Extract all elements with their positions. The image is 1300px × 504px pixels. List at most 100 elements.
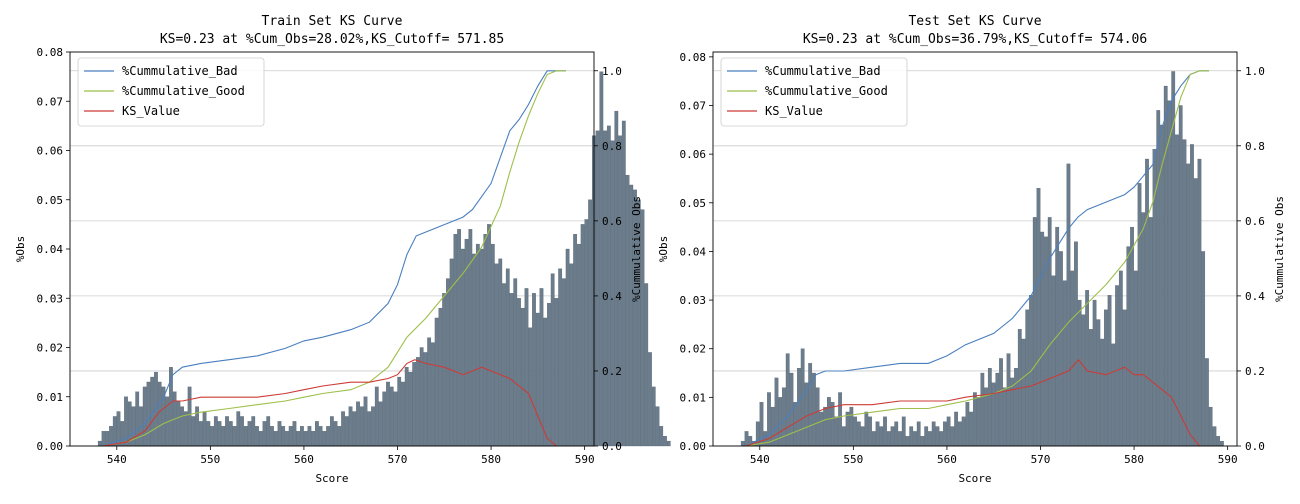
x-tick-label: 540 <box>750 453 770 466</box>
histogram-bar <box>648 352 652 447</box>
histogram-bar <box>939 431 944 447</box>
histogram-bar <box>1178 105 1183 447</box>
histogram-bar <box>412 362 417 447</box>
histogram-bar <box>292 421 297 447</box>
histogram-bar <box>954 411 959 447</box>
histogram-bar <box>333 421 338 447</box>
histogram-bar <box>374 386 379 447</box>
histogram-bar <box>1100 338 1104 447</box>
histogram-bar <box>924 426 929 447</box>
histogram-bar <box>176 401 181 447</box>
y-tick-label: 0.01 <box>680 391 707 404</box>
histogram-bar <box>251 416 256 447</box>
histogram-bar <box>273 431 278 447</box>
histogram-bar <box>1212 426 1217 447</box>
histogram-bar <box>479 248 484 447</box>
histogram-bar <box>558 268 563 447</box>
histogram-bar <box>431 342 435 447</box>
histogram-bar <box>853 416 857 447</box>
histogram-bar <box>359 406 364 447</box>
histogram-bar <box>1107 295 1112 447</box>
histogram-bar <box>618 135 622 447</box>
histogram-bar <box>838 392 842 447</box>
histogram-bar <box>569 263 574 447</box>
histogram-bar <box>307 426 312 447</box>
histogram-bar <box>97 440 102 447</box>
histogram-bar <box>958 421 962 447</box>
histogram-bar <box>625 174 630 447</box>
histogram-bar <box>535 312 540 447</box>
histogram-bar <box>562 278 566 447</box>
histogram-bar <box>580 224 585 447</box>
histogram-bar <box>1190 144 1194 447</box>
chart-title: Train Set KS Curve <box>262 14 403 29</box>
histogram-bar <box>995 372 1000 447</box>
histogram-bar <box>644 283 649 447</box>
histogram-bar <box>213 416 218 447</box>
histogram-bar <box>184 411 188 447</box>
histogram-bar <box>588 199 592 447</box>
histogram-bar <box>666 440 671 447</box>
y2-tick-label: 0.8 <box>1245 140 1265 153</box>
histogram-bar <box>389 386 394 447</box>
histogram-bar <box>595 130 600 447</box>
histogram-bar <box>886 431 891 447</box>
histogram-bar <box>1118 270 1123 447</box>
histogram-bar <box>763 431 768 447</box>
histogram-bar <box>969 411 973 447</box>
histogram-bar <box>524 288 529 447</box>
y-tick-label: 0.01 <box>37 391 64 404</box>
y-tick-label: 0.07 <box>37 95 64 108</box>
histogram-bar <box>946 416 951 447</box>
histogram-bar <box>543 317 548 447</box>
y-tick-label: 0.06 <box>680 148 707 161</box>
series-line-ks-value <box>102 359 557 447</box>
histogram-bar <box>976 397 981 447</box>
histogram-bar <box>916 421 921 447</box>
histogram-bar <box>1089 329 1093 447</box>
histogram-bar <box>879 426 884 447</box>
y-tick-label: 0.08 <box>680 51 707 64</box>
x-tick-label: 560 <box>937 453 957 466</box>
histogram-bar <box>146 381 151 447</box>
histogram-bar <box>483 234 488 447</box>
y-axis-label: %Obs <box>657 236 670 263</box>
histogram-bar <box>311 431 316 447</box>
histogram-bar <box>987 368 992 447</box>
histogram-bar <box>1201 251 1206 447</box>
histogram-bar <box>659 426 664 447</box>
histogram-bar <box>1137 183 1142 447</box>
histogram-bar <box>416 357 420 447</box>
y2-axis-label: %Cummulative Obs <box>1273 196 1286 302</box>
x-tick-label: 560 <box>294 453 314 466</box>
histogram-bar <box>187 386 192 447</box>
histogram-bar <box>1133 270 1138 447</box>
histogram-bar <box>487 224 491 447</box>
histogram-bar <box>744 431 749 447</box>
histogram-bar <box>356 401 360 447</box>
y2-tick-label: 0.6 <box>1245 215 1265 228</box>
histogram-bar <box>382 391 387 447</box>
histogram-bar <box>502 283 506 447</box>
x-tick-label: 590 <box>575 453 595 466</box>
y-tick-label: 0.08 <box>37 46 64 59</box>
legend-entry: KS_Value <box>122 104 180 118</box>
histogram-bar <box>920 436 925 447</box>
histogram-bar <box>860 426 865 447</box>
histogram-bar <box>300 426 304 447</box>
histogram-bar <box>663 435 667 447</box>
legend-entry: %Cummulative_Bad <box>122 64 238 78</box>
y2-tick-label: 0.2 <box>602 365 622 378</box>
histogram-bar <box>1059 251 1063 447</box>
histogram-bar <box>823 406 828 447</box>
histogram-bar <box>1025 309 1030 447</box>
histogram-bar <box>363 396 368 447</box>
histogram-bar <box>288 426 293 447</box>
histogram-bar <box>1160 124 1164 447</box>
histogram-bar <box>206 421 211 447</box>
histogram-bar <box>408 371 413 447</box>
histogram-bar <box>1062 280 1067 447</box>
y2-tick-label: 0.2 <box>1245 365 1265 378</box>
histogram-bar <box>101 431 106 447</box>
